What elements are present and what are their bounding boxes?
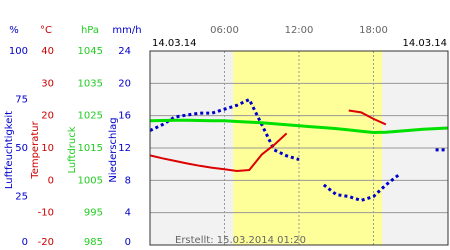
axis-unit: mm/h <box>112 25 141 36</box>
axis-title: Temperatur <box>30 120 41 179</box>
series-line <box>149 109 387 173</box>
y-tick-label: 1045 <box>78 46 103 57</box>
y-tick-label: 25 <box>15 192 28 203</box>
axis-title: Luftdruck <box>67 126 78 173</box>
y-tick-label: 1035 <box>78 78 103 89</box>
axis-unit: hPa <box>81 25 99 36</box>
y-tick-label: 40 <box>41 46 54 57</box>
y-tick-label: 1015 <box>78 143 103 154</box>
y-tick-label: 20 <box>118 78 131 89</box>
y-tick-label: 10 <box>41 143 54 154</box>
y-tick-label: -10 <box>38 208 54 219</box>
y-tick-label: 1025 <box>78 111 103 122</box>
x-tick-label: 18:00 <box>359 25 388 36</box>
y-tick-label: 12 <box>118 143 131 154</box>
date-end: 14.03.14 <box>402 38 447 49</box>
y-tick-label: 995 <box>84 208 103 219</box>
y-tick-label: 8 <box>125 175 131 186</box>
y-tick-label: 0 <box>48 175 54 186</box>
y-tick-label: 0 <box>125 237 131 248</box>
y-tick-label: 50 <box>15 143 28 154</box>
axis-title: Niederschlag <box>108 117 119 182</box>
y-tick-label: 4 <box>125 208 131 219</box>
x-tick-label: 06:00 <box>210 25 239 36</box>
x-tick-label: 12:00 <box>285 25 314 36</box>
y-tick-label: 16 <box>118 111 131 122</box>
y-tick-label: 0 <box>22 237 28 248</box>
series-line <box>149 97 448 202</box>
created-note: Erstellt: 15.03.2014 01:20 <box>175 235 306 246</box>
y-tick-label: 100 <box>9 46 28 57</box>
date-start: 14.03.14 <box>152 38 197 49</box>
y-tick-label: -20 <box>38 237 54 248</box>
y-tick-label: 20 <box>41 111 54 122</box>
axis-title: Luftfeuchtigkeit <box>4 111 15 189</box>
y-tick-label: 1005 <box>78 175 103 186</box>
series-line <box>149 118 449 135</box>
plot-border <box>149 50 449 246</box>
axis-unit: % <box>9 25 19 36</box>
y-tick-label: 985 <box>84 237 103 248</box>
y-tick-label: 30 <box>41 78 54 89</box>
y-tick-label: 24 <box>118 46 131 57</box>
axis-unit: °C <box>40 25 52 36</box>
y-tick-label: 75 <box>15 95 28 106</box>
